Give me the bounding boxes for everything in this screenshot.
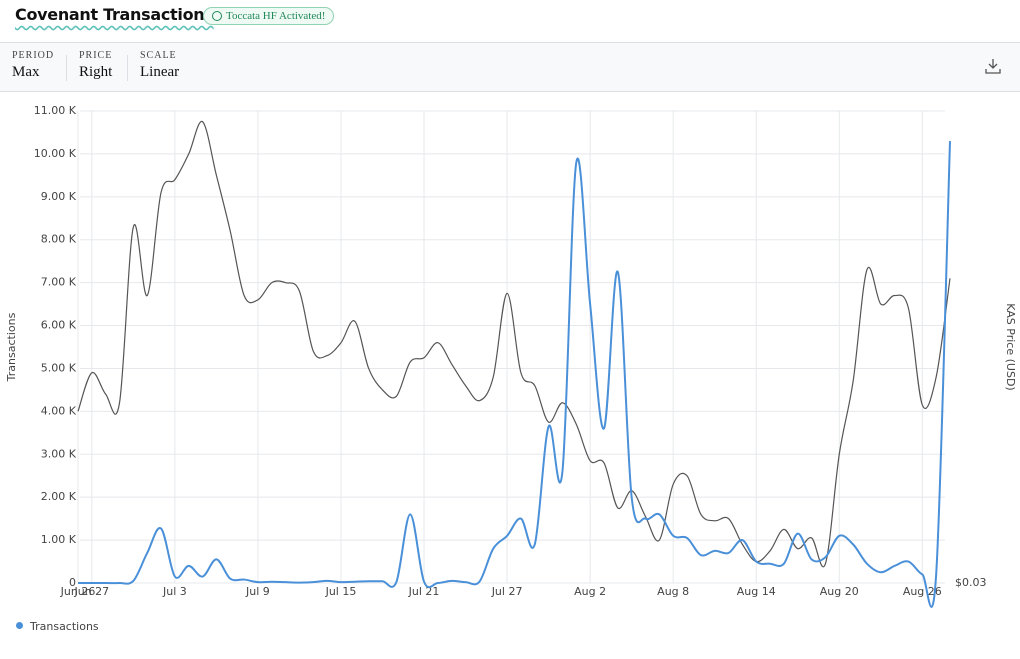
y-tick-label: 3.00 K bbox=[41, 447, 77, 460]
page-title: Covenant Transactions bbox=[15, 5, 214, 24]
controls-bar: PERIOD Max PRICE Right SCALE Linear bbox=[0, 43, 1020, 92]
control-label: SCALE bbox=[140, 50, 177, 61]
x-tick-label: Jul 27 bbox=[491, 585, 523, 598]
y-tick-label: 5.00 K bbox=[41, 361, 77, 374]
header: Covenant Transactions Toccata HF Activat… bbox=[0, 0, 1020, 43]
download-button[interactable] bbox=[985, 58, 1001, 74]
period-control[interactable]: PERIOD Max bbox=[12, 50, 54, 81]
control-value: Right bbox=[79, 64, 113, 80]
y-tick-label: 10.00 K bbox=[34, 147, 77, 160]
y-tick-label: 7.00 K bbox=[41, 276, 77, 289]
control-label: PERIOD bbox=[12, 50, 55, 61]
x-tick-label: Aug 26 bbox=[903, 585, 942, 598]
control-value: Linear bbox=[140, 64, 180, 80]
x-tick-label: Jul 15 bbox=[325, 585, 357, 598]
y2-axis-label: KAS Price (USD) bbox=[1004, 303, 1017, 390]
status-badge: Toccata HF Activated! bbox=[203, 7, 335, 25]
x-tick-label: Jun 27 bbox=[73, 585, 109, 598]
y-tick-label: 9.00 K bbox=[41, 190, 77, 203]
legend-swatch bbox=[16, 622, 23, 629]
y-axis-label: Transactions bbox=[5, 312, 18, 382]
x-tick-label: Aug 14 bbox=[737, 585, 776, 598]
control-value: Max bbox=[12, 64, 40, 80]
x-tick-label: Jun 26 bbox=[60, 585, 96, 598]
legend-label: Transactions bbox=[30, 620, 99, 633]
y2-tick-label: $0.03 bbox=[955, 576, 987, 589]
separator bbox=[127, 55, 128, 81]
y-tick-label: 11.00 K bbox=[34, 104, 77, 117]
y-tick-label: 4.00 K bbox=[41, 404, 77, 417]
y-tick-label: 0 bbox=[69, 576, 76, 589]
separator bbox=[66, 55, 67, 81]
y-tick-label: 1.00 K bbox=[41, 533, 77, 546]
y-tick-label: 8.00 K bbox=[41, 233, 77, 246]
x-tick-label: Aug 20 bbox=[820, 585, 859, 598]
x-tick-label: Jul 9 bbox=[245, 585, 270, 598]
price-control[interactable]: PRICE Right bbox=[79, 50, 112, 81]
legend: Transactions bbox=[16, 620, 99, 633]
y-tick-label: 2.00 K bbox=[41, 490, 77, 503]
x-tick-label: Jul 21 bbox=[408, 585, 440, 598]
chart: Transactions KAS Price (USD) 0 1.00 K 2.00… bbox=[5, 104, 1017, 608]
scale-control[interactable]: SCALE Linear bbox=[140, 50, 179, 81]
control-label: PRICE bbox=[79, 50, 113, 61]
y-tick-label: 6.00 K bbox=[41, 319, 77, 332]
x-tick-label: Aug 2 bbox=[574, 585, 606, 598]
x-tick-label: Jul 3 bbox=[162, 585, 187, 598]
x-tick-label: Aug 8 bbox=[657, 585, 689, 598]
transactions-line bbox=[78, 141, 951, 608]
price-line bbox=[77, 121, 951, 568]
